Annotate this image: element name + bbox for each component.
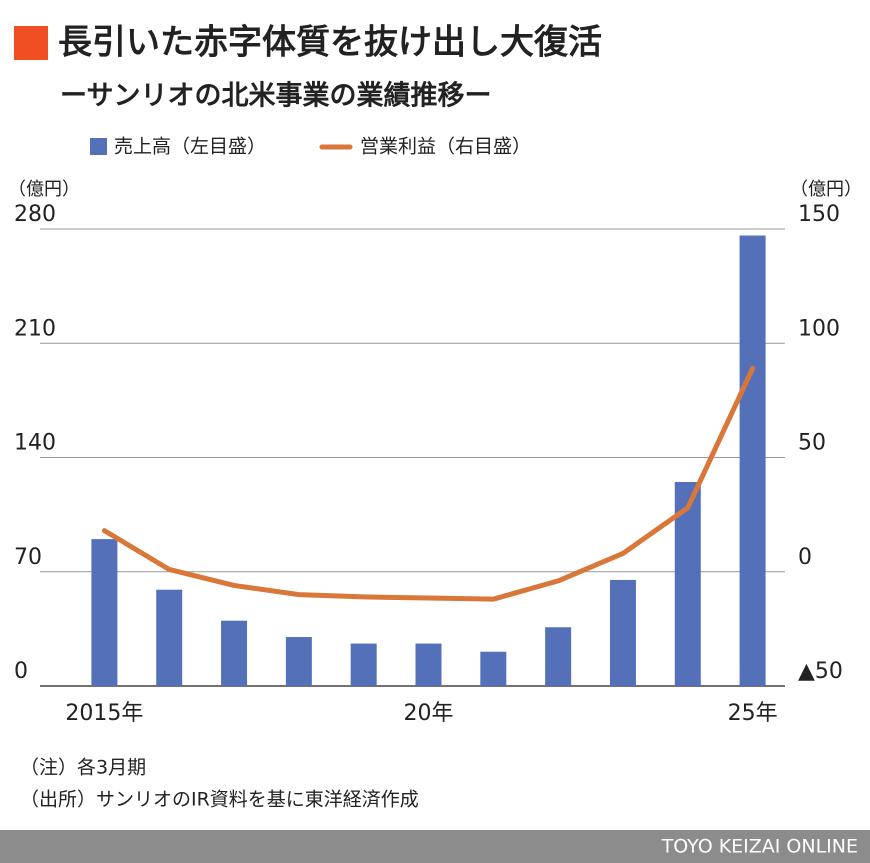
x-tick-label: 20年 xyxy=(404,701,454,726)
x-tick-label: 2015年 xyxy=(65,701,143,726)
y2-tick-label: ▲50 xyxy=(798,659,843,684)
x-tick-label: 25年 xyxy=(728,701,778,726)
y-tick-label: 70 xyxy=(14,545,42,570)
note: （注）各3月期 xyxy=(20,757,146,779)
y-tick-label: 210 xyxy=(14,316,56,341)
bar xyxy=(739,235,766,686)
chart-subtitle: ーサンリオの北米事業の業績推移ー xyxy=(60,80,491,112)
bar xyxy=(415,643,442,686)
y2-tick-label: 50 xyxy=(798,431,826,456)
y2-unit: （億円） xyxy=(790,179,862,200)
y-unit: （億円） xyxy=(8,179,80,200)
credit: TOYO KEIZAI ONLINE xyxy=(661,836,858,858)
footer-bar xyxy=(0,830,870,863)
legend-label: 売上高（左目盛） xyxy=(114,136,266,158)
line xyxy=(101,365,756,602)
bar xyxy=(609,579,636,686)
bar xyxy=(221,620,248,686)
y-tick-label: 0 xyxy=(14,659,28,684)
bar xyxy=(545,627,572,686)
legend-swatch xyxy=(90,138,107,155)
bar xyxy=(350,643,377,686)
bar xyxy=(91,539,118,686)
bar xyxy=(285,637,312,686)
y2-tick-label: 0 xyxy=(798,545,812,570)
y2-tick-label: 100 xyxy=(798,316,840,341)
y-tick-label: 280 xyxy=(14,202,56,227)
y-tick-label: 140 xyxy=(14,431,56,456)
chart-title: 長引いた赤字体質を抜け出し大復活 xyxy=(58,23,602,63)
title-marker xyxy=(14,26,48,60)
source: （出所）サンリオのIR資料を基に東洋経済作成 xyxy=(20,789,419,811)
legend-label: 営業利益（右目盛） xyxy=(360,136,531,158)
y2-tick-label: 150 xyxy=(798,202,840,227)
bar xyxy=(156,589,183,686)
bar xyxy=(480,651,507,686)
